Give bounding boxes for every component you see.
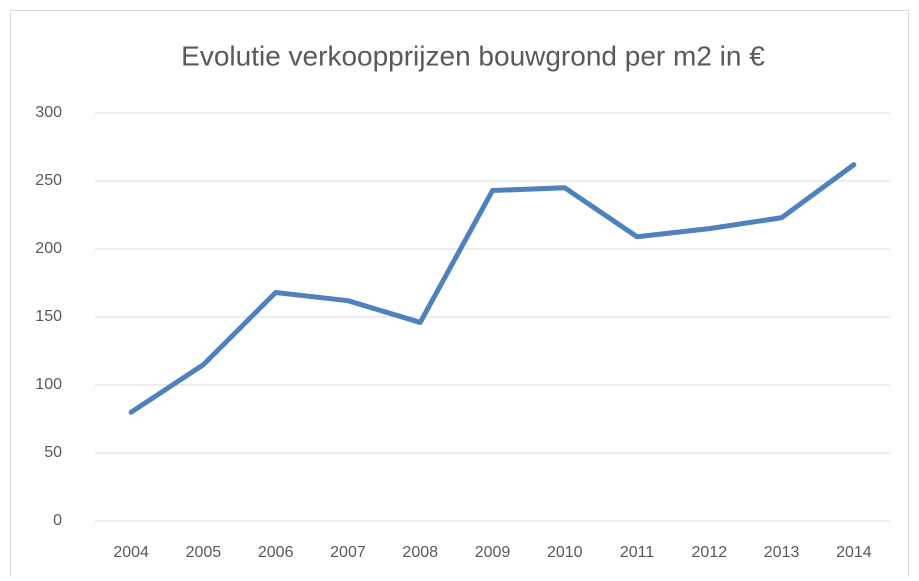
- y-tick-label: 50: [44, 444, 62, 461]
- x-tick-label: 2008: [402, 544, 438, 561]
- x-tick-label: 2012: [692, 544, 728, 561]
- y-tick-label: 200: [35, 240, 62, 257]
- chart-title: Evolutie verkoopprijzen bouwgrond per m2…: [181, 40, 765, 71]
- y-tick-label: 100: [35, 376, 62, 393]
- x-tick-label: 2009: [475, 544, 511, 561]
- x-tick-label: 2013: [764, 544, 800, 561]
- y-tick-label: 0: [53, 512, 62, 529]
- y-tick-label: 300: [35, 104, 62, 121]
- x-tick-label: 2011: [620, 544, 655, 561]
- x-tick-label: 2007: [330, 544, 366, 561]
- x-tick-label: 2006: [258, 544, 294, 561]
- x-tick-label: 2010: [547, 544, 583, 561]
- x-tick-label: 2014: [836, 544, 872, 561]
- y-tick-label: 250: [35, 172, 62, 189]
- chart-border: [10, 10, 909, 581]
- y-tick-label: 150: [35, 308, 62, 325]
- line-series: [128, 162, 857, 415]
- x-tick-label: 2004: [113, 544, 149, 561]
- x-tick-label: 2005: [186, 544, 222, 561]
